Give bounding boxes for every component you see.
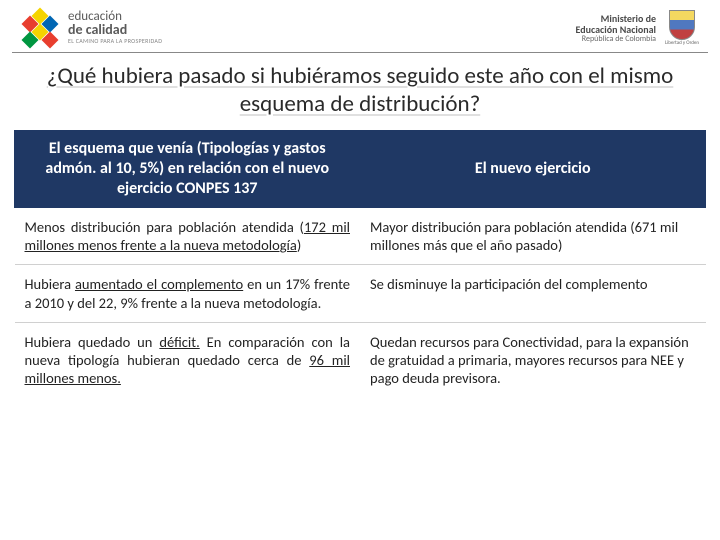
page-header: educación de calidad EL CAMINO PARA LA P… (0, 0, 720, 52)
page-title: ¿Qué hubiera pasado si hubiéramos seguid… (0, 63, 720, 130)
col1-header: El esquema que venía (Tipologías y gasto… (15, 131, 361, 208)
cell-r3c1: Hubiera quedado un déficit. En comparaci… (15, 322, 361, 397)
cell-r1c1: Menos distribución para población atendi… (15, 208, 361, 265)
cell-r2c1: Hubiera aumentado el complemento en un 1… (15, 265, 361, 322)
table-row: Hubiera quedado un déficit. En comparaci… (15, 322, 706, 397)
ministry-text: Ministerio de Educación Nacional Repúbli… (576, 13, 656, 44)
cell-r3c2: Quedan recursos para Conectividad, para … (360, 322, 706, 397)
logo-ministry: Ministerio de Educación Nacional Repúbli… (576, 8, 700, 48)
comparison-table: El esquema que venía (Tipologías y gasto… (14, 130, 706, 397)
table-row: Hubiera aumentado el complemento en un 1… (15, 265, 706, 322)
coat-of-arms-icon: Libertad y Orden (664, 8, 700, 48)
logo-line3: EL CAMINO PARA LA PROSPERIDAD (68, 38, 162, 44)
logo-educacion: educación de calidad EL CAMINO PARA LA P… (20, 8, 162, 46)
cell-r1c2: Mayor distribución para población atendi… (360, 208, 706, 265)
cell-r2c2: Se disminuye la participación del comple… (360, 265, 706, 322)
col2-header: El nuevo ejercicio (360, 131, 706, 208)
header-divider (12, 52, 708, 53)
logo-cubes-icon (20, 8, 62, 46)
logo-text: educación de calidad EL CAMINO PARA LA P… (68, 10, 162, 44)
logo-line2: de calidad (68, 23, 162, 37)
table-row: Menos distribución para población atendi… (15, 208, 706, 265)
